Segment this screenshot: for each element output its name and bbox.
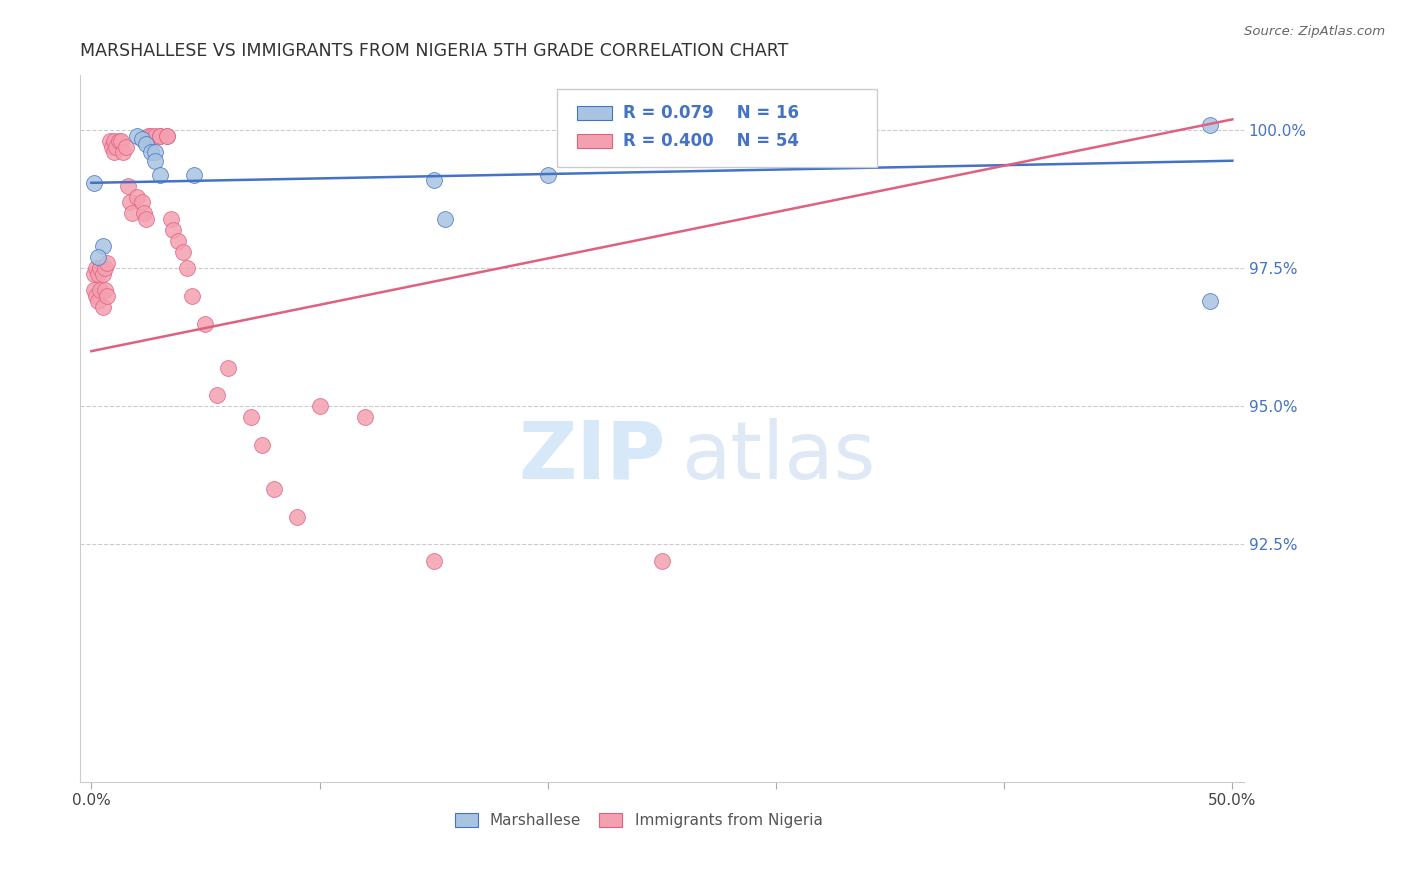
Point (131, 131, 153, 145)
Legend: Marshallese, Immigrants from Nigeria: Marshallese, Immigrants from Nigeria (449, 806, 828, 834)
Point (217, 360, 239, 375)
Point (138, 128, 160, 143)
Point (132, 206, 155, 220)
Point (139, 128, 162, 143)
Point (172, 244, 194, 259)
Point (121, 206, 143, 220)
Point (135, 211, 157, 226)
Point (117, 178, 139, 193)
Point (1198, 118, 1220, 132)
Point (167, 234, 190, 248)
Point (125, 189, 148, 203)
Text: R = 0.079    N = 16: R = 0.079 N = 16 (623, 103, 800, 121)
Point (120, 195, 142, 210)
Point (84, 289, 107, 303)
Point (101, 140, 124, 154)
Point (112, 145, 135, 160)
Point (94, 261, 117, 276)
Point (252, 438, 274, 452)
Point (285, 509, 308, 524)
Point (139, 145, 162, 160)
Point (149, 128, 172, 143)
Point (107, 135, 129, 149)
Point (422, 554, 444, 568)
Point (83, 284, 105, 298)
Point (114, 140, 136, 154)
Point (162, 223, 184, 237)
Point (240, 410, 263, 425)
Point (87, 267, 110, 281)
Point (537, 168, 560, 182)
Point (176, 261, 198, 276)
Point (83, 176, 105, 190)
Point (156, 128, 179, 143)
Point (125, 128, 148, 143)
Point (354, 410, 377, 425)
Point (110, 135, 132, 149)
Point (143, 153, 166, 168)
Point (91, 239, 114, 253)
Point (205, 388, 228, 402)
Point (91, 267, 114, 281)
Point (131, 195, 153, 210)
Point (651, 554, 673, 568)
Point (308, 400, 330, 414)
Point (89, 284, 111, 298)
Point (87, 294, 110, 309)
Point (84, 261, 107, 276)
Point (156, 128, 179, 143)
FancyBboxPatch shape (557, 89, 877, 167)
Point (149, 168, 172, 182)
Point (160, 211, 183, 226)
Point (103, 145, 125, 160)
Point (135, 137, 157, 152)
Point (89, 261, 111, 276)
FancyBboxPatch shape (576, 134, 612, 148)
Point (103, 135, 125, 149)
Point (422, 173, 444, 187)
Point (98, 135, 121, 149)
Point (183, 168, 205, 182)
FancyBboxPatch shape (576, 105, 612, 120)
Text: R = 0.400    N = 54: R = 0.400 N = 54 (623, 132, 800, 150)
Point (94, 284, 117, 298)
Point (96, 289, 118, 303)
Text: Source: ZipAtlas.com: Source: ZipAtlas.com (1244, 25, 1385, 38)
Point (1198, 294, 1220, 309)
Point (143, 145, 166, 160)
Point (194, 317, 217, 331)
Point (105, 140, 128, 154)
Point (87, 250, 110, 264)
Point (83, 267, 105, 281)
Point (434, 211, 457, 226)
Point (96, 256, 118, 270)
Point (143, 128, 166, 143)
Point (91, 300, 114, 314)
Text: ZIP: ZIP (519, 417, 665, 496)
Text: MARSHALLESE VS IMMIGRANTS FROM NIGERIA 5TH GRADE CORRELATION CHART: MARSHALLESE VS IMMIGRANTS FROM NIGERIA 5… (80, 42, 789, 60)
Text: atlas: atlas (681, 417, 876, 496)
Point (180, 289, 202, 303)
Point (263, 482, 285, 496)
Point (149, 128, 172, 143)
